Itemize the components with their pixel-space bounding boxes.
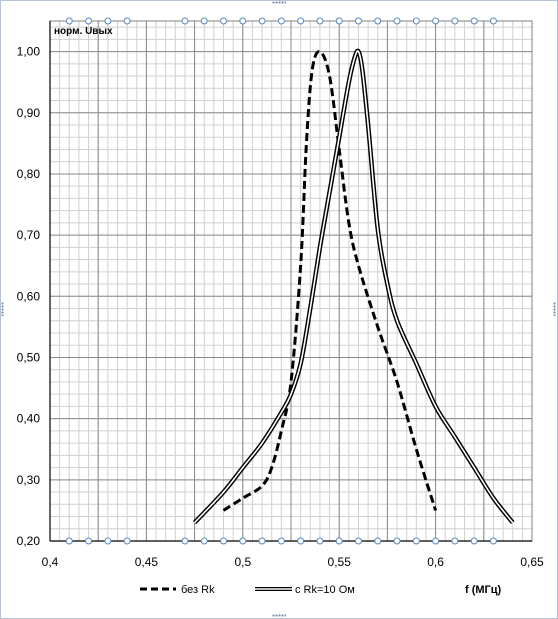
y-tick-label: 0,70 — [17, 228, 41, 242]
legend: без Rk с Rk=10 Ом — [140, 584, 355, 596]
axis-marker-top — [432, 17, 440, 25]
axis-marker-bottom — [239, 537, 247, 545]
axis-marker-bottom — [451, 537, 459, 545]
axis-markers — [65, 17, 497, 545]
x-tick-label: 0,4 — [42, 555, 59, 569]
y-axis-label: норм. Uвых — [54, 26, 113, 37]
axis-marker-top — [123, 17, 131, 25]
x-tick-label: 0,45 — [135, 555, 159, 569]
y-tick-label: 0,40 — [17, 412, 41, 426]
series-layer — [192, 48, 515, 525]
axis-marker-top — [393, 17, 401, 25]
y-tick-label: 0,50 — [17, 350, 41, 364]
series-line-dashed — [222, 49, 438, 512]
axis-marker-top — [181, 17, 189, 25]
axis-marker-bottom — [335, 537, 343, 545]
x-tick-label: 0,55 — [328, 555, 352, 569]
x-tick-labels: 0,4 0,45 0,5 0,55 0,6 0,65 — [42, 555, 544, 569]
axis-marker-bottom — [489, 537, 497, 545]
axis-marker-bottom — [220, 537, 228, 545]
axis-marker-top — [258, 17, 266, 25]
axis-marker-top — [335, 17, 343, 25]
axis-marker-top — [489, 17, 497, 25]
resize-handle-bottom[interactable] — [272, 614, 286, 617]
axis-marker-top — [85, 17, 93, 25]
axis-marker-top — [470, 17, 478, 25]
resize-handle-left[interactable] — [1, 302, 4, 316]
axis-marker-bottom — [374, 537, 382, 545]
axis-marker-bottom — [297, 537, 305, 545]
x-tick-label: 0,6 — [427, 555, 444, 569]
axis-marker-bottom — [393, 537, 401, 545]
axis-marker-bottom — [316, 537, 324, 545]
axis-marker-bottom — [432, 537, 440, 545]
axis-marker-bottom — [181, 537, 189, 545]
axis-marker-top — [200, 17, 208, 25]
legend-label-dashed: без Rk — [181, 584, 215, 596]
axis-marker-bottom — [200, 537, 208, 545]
y-tick-label: 0,30 — [17, 473, 41, 487]
axis-marker-top — [374, 17, 382, 25]
y-tick-labels: 0,20 0,30 0,40 0,50 0,60 0,70 0,80 0,90 1,00 — [17, 45, 41, 548]
axis-marker-top — [451, 17, 459, 25]
resize-handle-top[interactable] — [272, 1, 286, 4]
y-tick-label: 0,60 — [17, 289, 41, 303]
y-tick-label: 0,90 — [17, 106, 41, 120]
y-tick-label: 1,00 — [17, 45, 41, 59]
major-gridlines — [49, 21, 533, 542]
axis-marker-top — [354, 17, 362, 25]
axis-marker-top — [104, 17, 112, 25]
series-line-double-inner — [194, 50, 514, 524]
axis-marker-top — [239, 17, 247, 25]
axis-marker-top — [277, 17, 285, 25]
axis-marker-top — [412, 17, 420, 25]
axis-marker-bottom — [104, 537, 112, 545]
x-tick-label: 0,5 — [234, 555, 251, 569]
axis-marker-top — [65, 17, 73, 25]
resize-handle-right[interactable] — [553, 302, 556, 316]
axis-marker-bottom — [85, 537, 93, 545]
axis-marker-bottom — [470, 537, 478, 545]
axis-marker-top — [316, 17, 324, 25]
axis-marker-bottom — [123, 537, 131, 545]
axis-marker-top — [220, 17, 228, 25]
legend-label-double: с Rk=10 Ом — [295, 584, 355, 596]
x-axis-label: f (МГц) — [465, 584, 502, 596]
axis-marker-bottom — [277, 537, 285, 545]
axis-marker-bottom — [412, 537, 420, 545]
axis-marker-bottom — [258, 537, 266, 545]
x-tick-label: 0,65 — [520, 555, 544, 569]
axis-marker-top — [297, 17, 305, 25]
axis-marker-bottom — [354, 537, 362, 545]
y-tick-label: 0,20 — [17, 534, 41, 548]
y-tick-label: 0,80 — [17, 167, 41, 181]
axis-marker-bottom — [65, 537, 73, 545]
